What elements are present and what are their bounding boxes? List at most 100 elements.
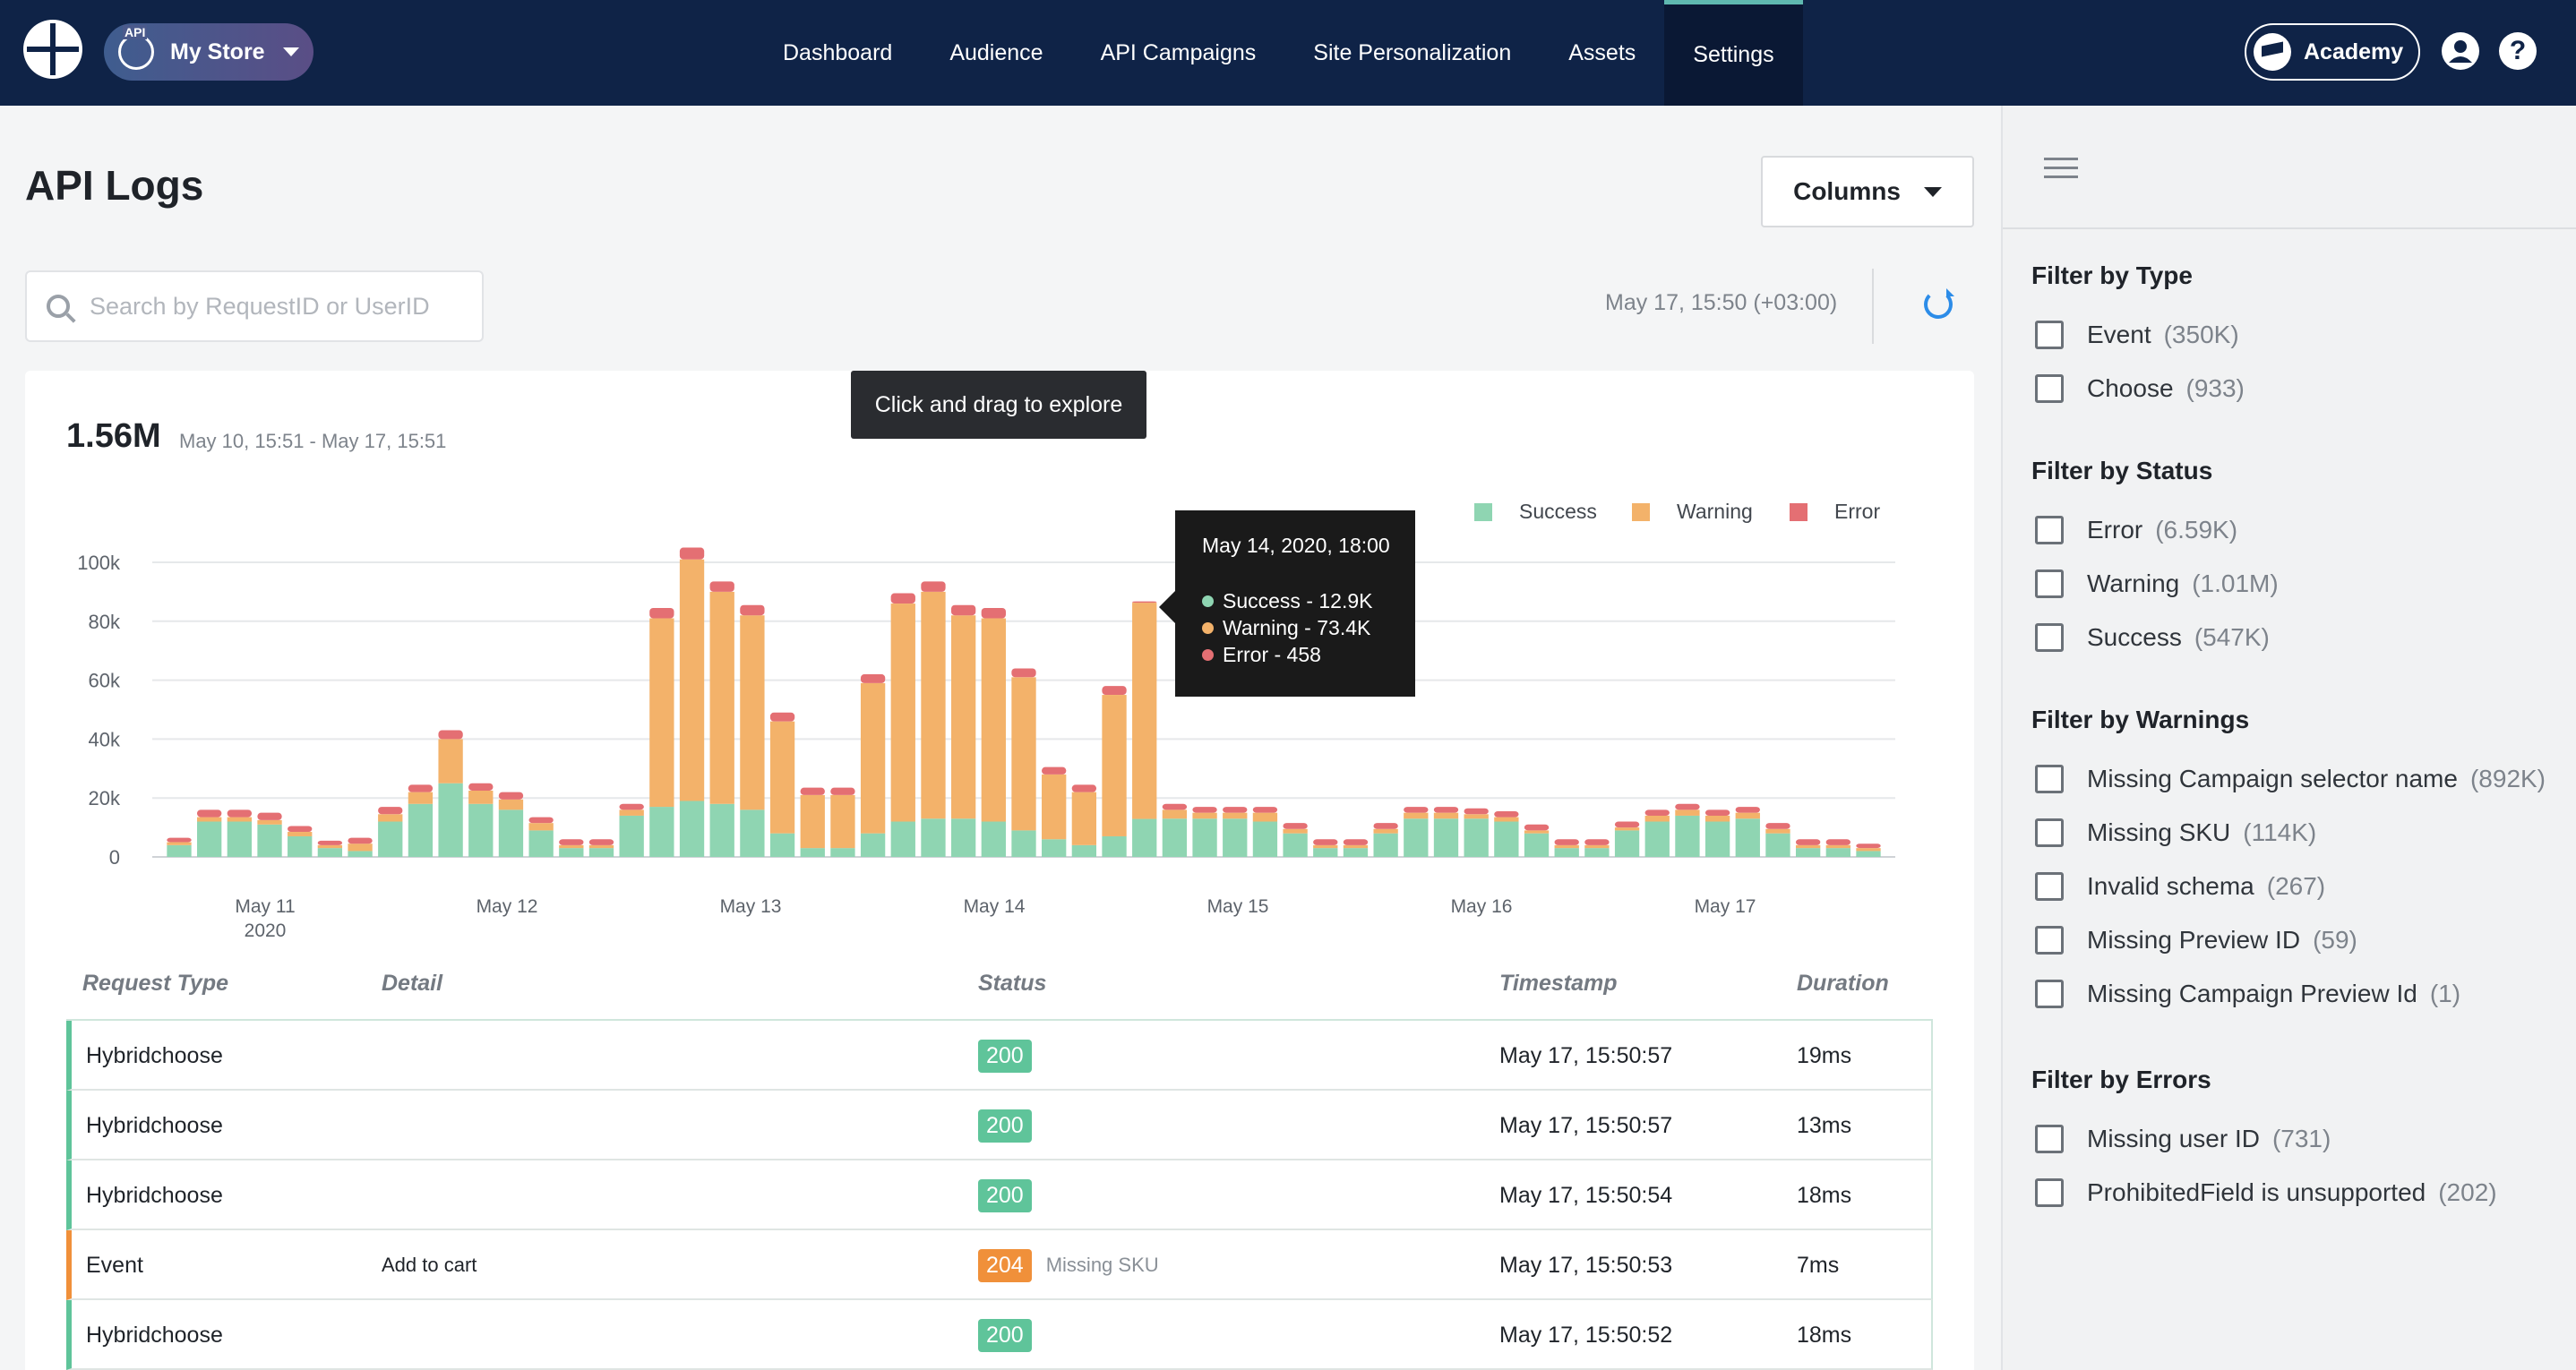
bar-segment-success[interactable] (1192, 818, 1217, 857)
bar-segment-success[interactable] (800, 848, 825, 857)
bar-segment-error[interactable] (1223, 807, 1248, 813)
columns-dropdown-button[interactable]: Columns (1761, 156, 1974, 227)
filter-checkbox[interactable] (2035, 818, 2064, 847)
bar-segment-error[interactable] (619, 803, 644, 810)
bar-segment-warning[interactable] (921, 591, 946, 819)
bar-segment-error[interactable] (1765, 823, 1790, 829)
bar-segment-warning[interactable] (1192, 812, 1217, 819)
bar-segment-warning[interactable] (1223, 812, 1248, 819)
bar-segment-warning[interactable] (740, 615, 765, 810)
nav-api-campaigns[interactable]: API Campaigns (1100, 39, 1257, 65)
bar-segment-success[interactable] (1162, 818, 1188, 857)
bar-segment-error[interactable] (1192, 807, 1217, 813)
bar-segment-warning[interactable] (619, 809, 644, 816)
filter-option[interactable]: Event (350K) (2035, 321, 2239, 349)
bar-segment-success[interactable] (649, 807, 674, 857)
bar-segment-error[interactable] (588, 839, 614, 845)
nav-audience[interactable]: Audience (949, 39, 1043, 65)
filter-option[interactable]: Missing user ID (731) (2035, 1125, 2331, 1153)
bar-segment-success[interactable] (1102, 835, 1127, 857)
bar-segment-error[interactable] (981, 607, 1006, 619)
bar-segment-success[interactable] (1283, 833, 1308, 857)
table-row[interactable]: Hybridchoose 200 May 17, 15:50:54 18ms (66, 1160, 1933, 1230)
bar-segment-success[interactable] (1433, 818, 1459, 857)
bar-segment-warning[interactable] (800, 794, 825, 849)
bar-segment-error[interactable] (1343, 839, 1369, 845)
bar-segment-success[interactable] (378, 821, 403, 857)
search-input[interactable] (90, 292, 466, 321)
bar-segment-success[interactable] (860, 833, 886, 857)
bar-segment-warning[interactable] (468, 790, 494, 804)
bar-segment-warning[interactable] (588, 844, 614, 849)
bar-segment-error[interactable] (679, 547, 705, 560)
bar-segment-error[interactable] (1162, 803, 1188, 810)
bar-segment-error[interactable] (1404, 807, 1429, 813)
bar-segment-error[interactable] (348, 837, 373, 844)
bar-segment-error[interactable] (1102, 686, 1127, 696)
filter-option[interactable]: Choose (933) (2035, 374, 2245, 403)
filter-checkbox[interactable] (2035, 1178, 2064, 1207)
bar-segment-error[interactable] (1644, 809, 1670, 816)
refresh-icon[interactable] (1924, 288, 1954, 319)
nav-assets[interactable]: Assets (1568, 39, 1636, 65)
bar-segment-error[interactable] (709, 581, 734, 592)
bar-segment-success[interactable] (709, 803, 734, 857)
column-header-status[interactable]: Status (978, 971, 1047, 996)
bar-segment-success[interactable] (1644, 821, 1670, 857)
bar-segment-error[interactable] (257, 812, 282, 820)
bar-segment-success[interactable] (317, 848, 343, 857)
bar-segment-warning[interactable] (1313, 844, 1338, 849)
bar-segment-success[interactable] (679, 801, 705, 857)
bar-segment-error[interactable] (1554, 839, 1579, 845)
bar-segment-error[interactable] (498, 792, 524, 800)
bar-segment-success[interactable] (950, 818, 976, 857)
bar-segment-warning[interactable] (679, 559, 705, 801)
bar-segment-warning[interactable] (769, 721, 795, 834)
bar-segment-success[interactable] (1735, 818, 1760, 857)
filter-checkbox[interactable] (2035, 872, 2064, 901)
bar-segment-error[interactable] (167, 837, 192, 843)
filter-checkbox[interactable] (2035, 1125, 2064, 1153)
bar-segment-warning[interactable] (498, 799, 524, 810)
filter-checkbox[interactable] (2035, 569, 2064, 598)
bar-segment-warning[interactable] (408, 792, 434, 804)
bar-segment-success[interactable] (830, 848, 855, 857)
bar-segment-error[interactable] (649, 607, 674, 619)
nav-settings[interactable]: Settings (1664, 0, 1803, 106)
bar-segment-success[interactable] (348, 851, 373, 857)
bar-segment-success[interactable] (167, 844, 192, 857)
bar-segment-warning[interactable] (1735, 812, 1760, 819)
bar-segment-success[interactable] (1704, 821, 1730, 857)
bar-segment-success[interactable] (1343, 848, 1369, 857)
menu-icon[interactable] (2044, 158, 2078, 181)
table-row[interactable]: Hybridchoose 200 May 17, 15:50:57 13ms (66, 1091, 1933, 1160)
bar-segment-success[interactable] (1464, 818, 1489, 857)
bar-segment-error[interactable] (950, 604, 976, 616)
bar-segment-success[interactable] (619, 815, 644, 857)
bar-segment-success[interactable] (1494, 821, 1519, 857)
bar-segment-success[interactable] (1223, 818, 1248, 857)
bar-segment-success[interactable] (1825, 848, 1850, 857)
bar-segment-warning[interactable] (1494, 817, 1519, 822)
bar-segment-success[interactable] (1404, 818, 1429, 857)
bar-segment-error[interactable] (1373, 823, 1398, 829)
filter-option[interactable]: Missing Campaign Preview Id (1) (2035, 980, 2460, 1008)
bar-segment-warning[interactable] (1071, 792, 1097, 845)
bar-segment-error[interactable] (1433, 807, 1459, 813)
bar-segment-error[interactable] (1132, 601, 1157, 604)
bar-segment-error[interactable] (1464, 808, 1489, 815)
bar-segment-error[interactable] (1313, 839, 1338, 845)
bar-segment-warning[interactable] (1433, 812, 1459, 819)
bar-segment-success[interactable] (1373, 833, 1398, 857)
filter-checkbox[interactable] (2035, 980, 2064, 1008)
bar-segment-warning[interactable] (317, 844, 343, 849)
bar-segment-success[interactable] (1524, 833, 1550, 857)
filter-option[interactable]: Invalid schema (267) (2035, 872, 2325, 901)
bar-segment-warning[interactable] (1283, 828, 1308, 834)
bar-segment-warning[interactable] (1252, 812, 1278, 822)
requests-bar-chart[interactable]: 100k 80k 60k 40k 20k 0 May 11 2020 May 12 May 13 M… (0, 0, 1997, 967)
legend-warning[interactable]: Warning (1632, 500, 1753, 524)
bar-segment-warning[interactable] (709, 591, 734, 804)
filter-option[interactable]: Missing Preview ID (59) (2035, 926, 2357, 955)
bar-segment-warning[interactable] (257, 819, 282, 825)
